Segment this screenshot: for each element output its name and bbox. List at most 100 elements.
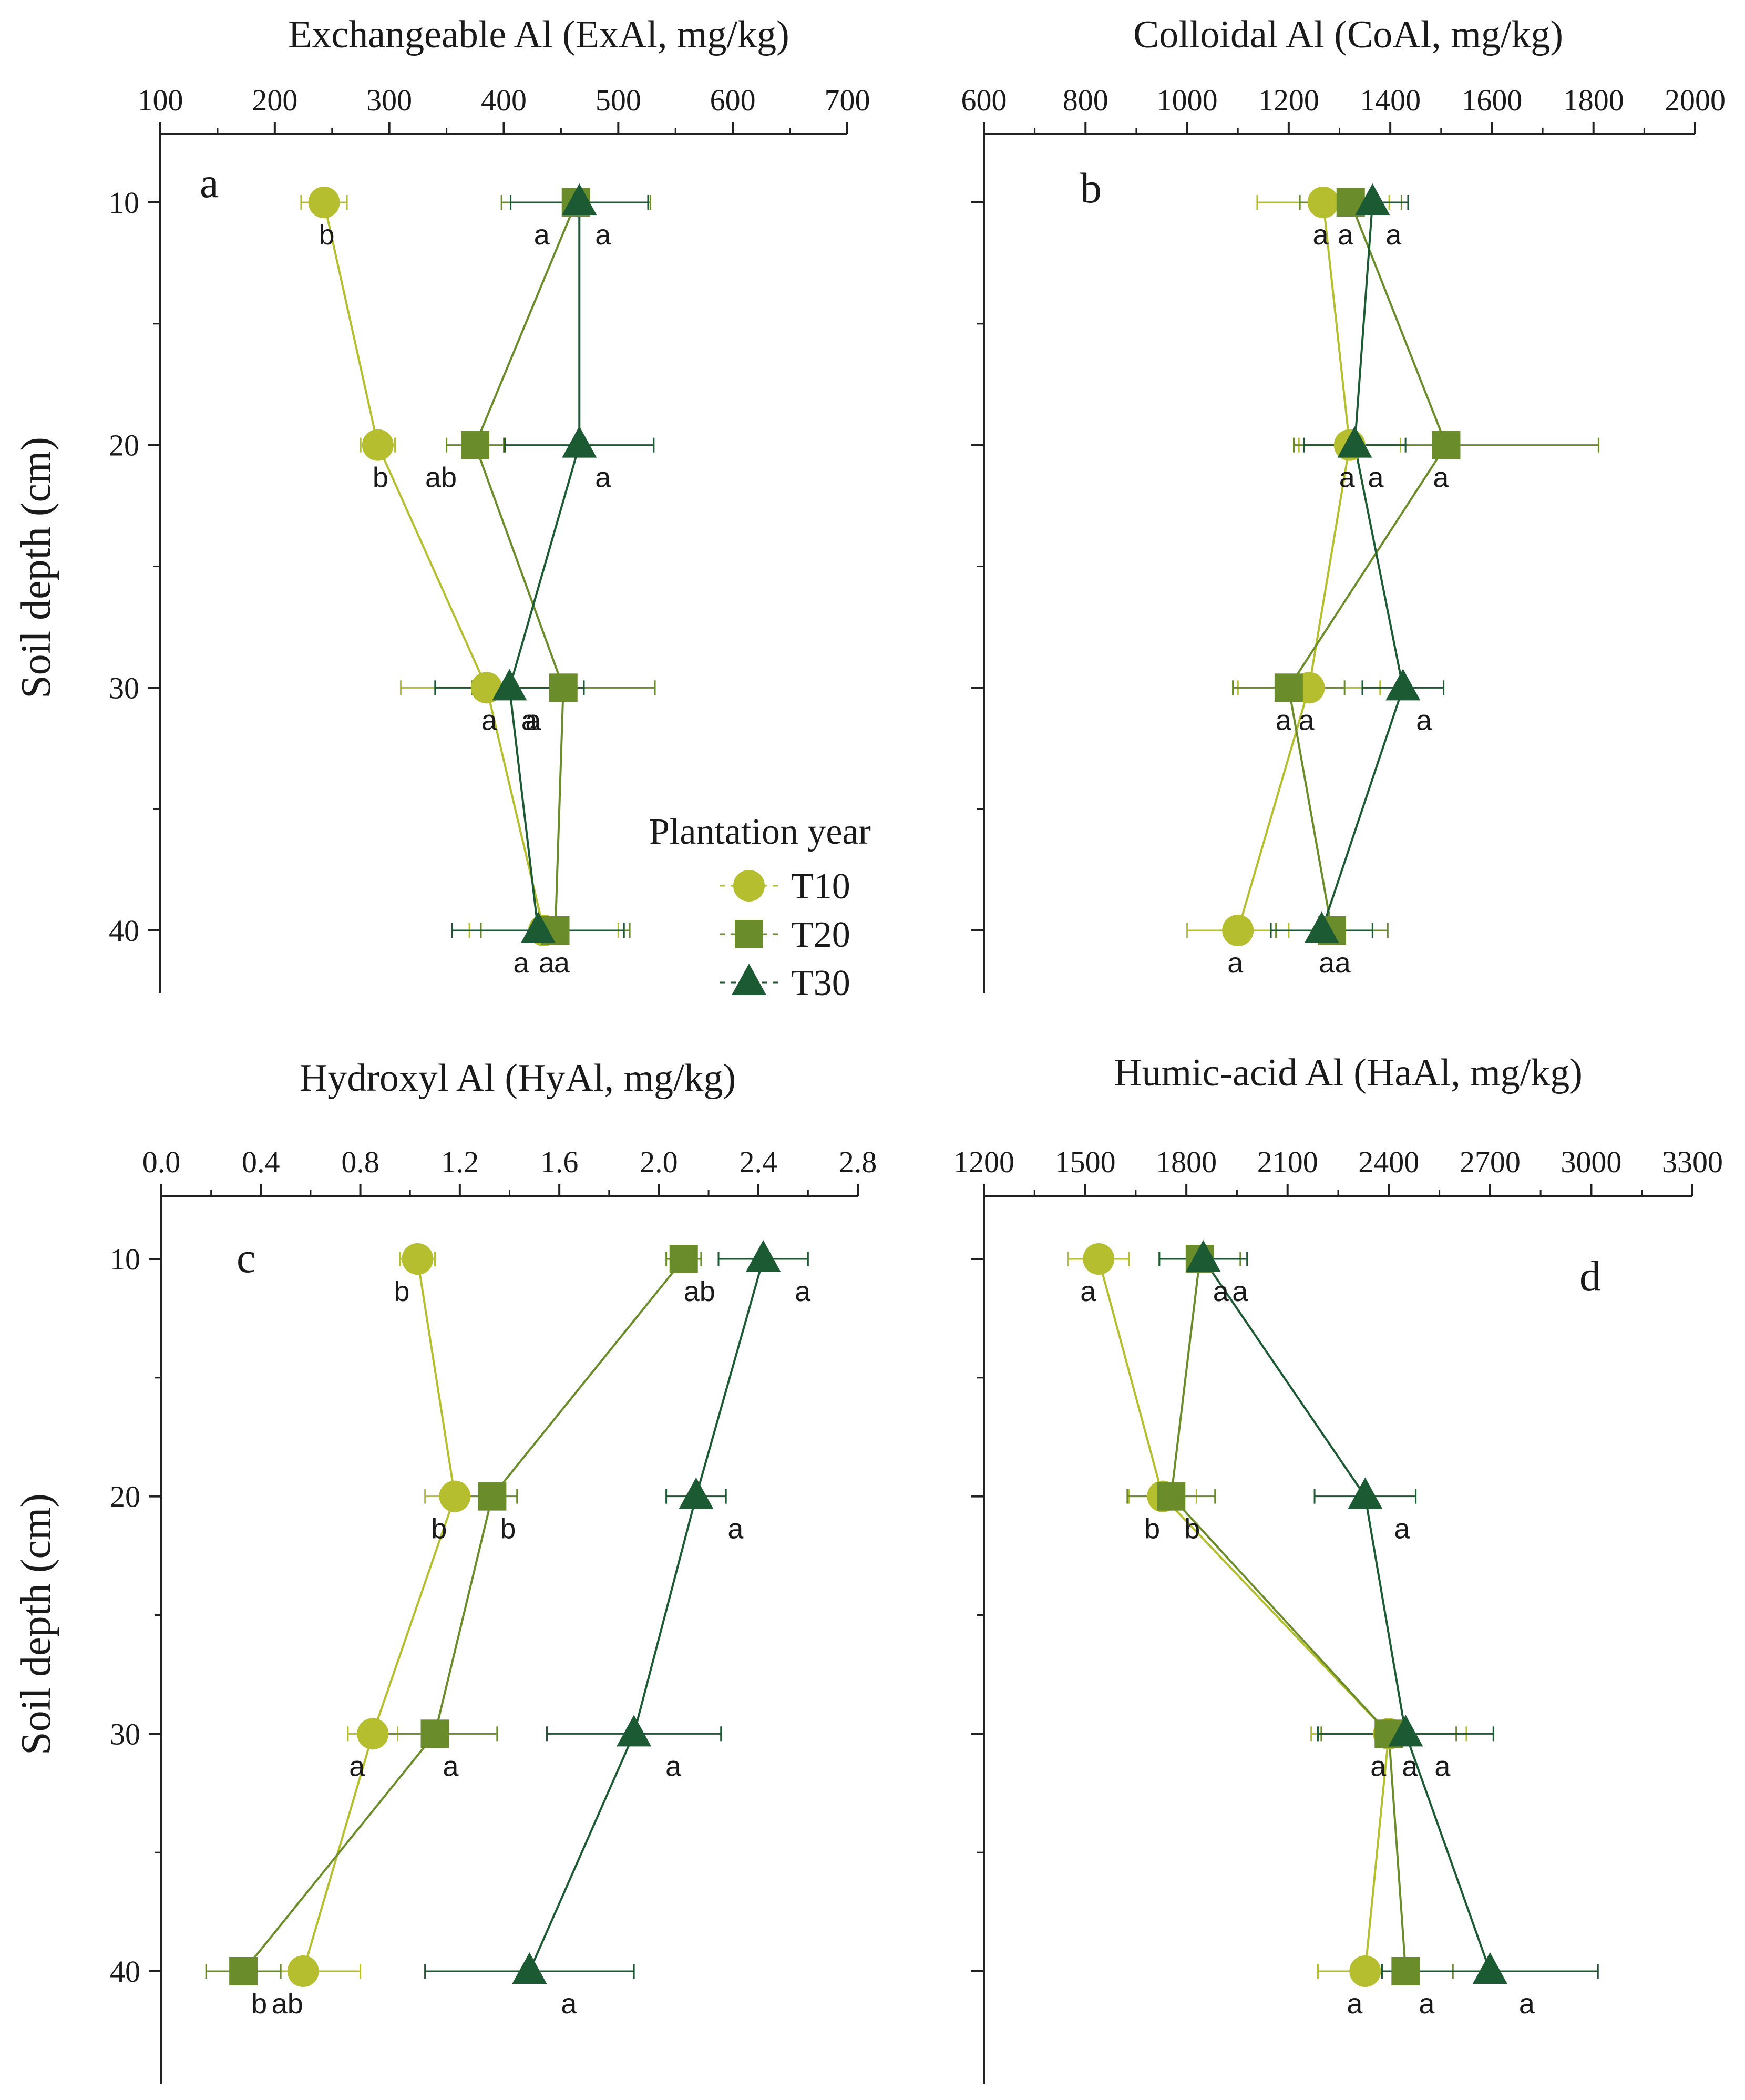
- significance-letter: a: [1298, 704, 1315, 736]
- series-line-t30: [1202, 1258, 1491, 1972]
- panel-b-x-tick-label: 1000: [1157, 83, 1218, 117]
- significance-letter: a: [1368, 462, 1384, 494]
- significance-letter: b: [394, 1276, 409, 1307]
- legend-marker-t20: [735, 920, 763, 948]
- panel-a-x-tick-label: 100: [138, 83, 183, 117]
- panel-d-x-tick-label: 2700: [1460, 1145, 1521, 1179]
- panel-c-x-tick-label: 2.8: [839, 1145, 877, 1179]
- panel-a-y-tick-label: 20: [109, 428, 139, 463]
- significance-letter: b: [319, 219, 334, 251]
- significance-letter: a: [1213, 1276, 1229, 1307]
- legend-marker-t30: [732, 964, 766, 995]
- significance-letter: b: [1184, 1513, 1200, 1545]
- point-t20: [461, 431, 490, 459]
- panel-c-x-tick-label: 0.8: [341, 1145, 379, 1179]
- panel-b: Colloidal Al (CoAl, mg/kg) b 600 800 1000 1…: [961, 13, 1726, 993]
- point-t10: [1349, 1955, 1381, 1987]
- point-t10: [439, 1480, 471, 1512]
- panel-c-x-tick-label: 1.2: [441, 1145, 479, 1179]
- significance-letter: a: [554, 947, 570, 979]
- significance-letter: a: [521, 704, 538, 736]
- point-t30: [520, 911, 556, 943]
- panel-b-x-tick-label: 800: [1063, 83, 1108, 117]
- significance-letter: b: [373, 462, 388, 494]
- panel-b-x-tick-label: 1400: [1360, 83, 1421, 117]
- significance-letter: ab: [684, 1276, 715, 1307]
- point-t30: [512, 1952, 547, 1984]
- point-t20: [1157, 1482, 1186, 1511]
- panel-c-y-tick-label: 20: [110, 1480, 140, 1514]
- panel-a-letter: a: [200, 159, 219, 207]
- panel-b-title: Colloidal Al (CoAl, mg/kg): [1133, 13, 1563, 56]
- panel-d-x-tick-label: 3300: [1662, 1145, 1723, 1179]
- panel-b-x-tick-label: 600: [961, 83, 1007, 117]
- panel-c-y-tick-label: 40: [110, 1954, 140, 1989]
- significance-letter: a: [514, 947, 530, 979]
- panel-d-title: Humic-acid Al (HaAl, mg/kg): [1114, 1051, 1583, 1094]
- point-t30: [746, 1240, 781, 1272]
- panel-a-plot: 100 200 300 400 500 600 70010203040bbaaaabaaaa…: [109, 83, 870, 993]
- significance-letter: a: [349, 1750, 365, 1782]
- significance-letter: a: [795, 1276, 811, 1307]
- series-line-t10: [1097, 1258, 1390, 1972]
- series-line-t10: [1237, 202, 1351, 931]
- significance-letter: a: [1394, 1513, 1410, 1545]
- series-line-t20: [1170, 1258, 1407, 1972]
- point-t30: [1337, 426, 1372, 458]
- point-t30: [492, 669, 527, 701]
- panel-c-y-tick-label: 30: [110, 1717, 140, 1751]
- point-t30: [1388, 1715, 1423, 1747]
- significance-letter: a: [1370, 1750, 1387, 1782]
- panel-b-letter: b: [1080, 164, 1102, 212]
- point-t20: [229, 1957, 258, 1985]
- panel-a-y-tick-label: 10: [109, 186, 139, 220]
- point-t10: [1307, 187, 1339, 218]
- panel-a-x-tick-label: 300: [366, 83, 412, 117]
- series-line-t30: [1320, 202, 1404, 931]
- panel-a-ylabel: Soil depth (cm): [13, 437, 59, 699]
- point-t20: [478, 1482, 507, 1511]
- significance-letter: a: [1402, 1750, 1418, 1782]
- point-t30: [617, 1715, 652, 1747]
- legend-items: T10 T20 T30: [720, 866, 850, 1003]
- point-t10: [362, 429, 394, 461]
- panel-c-letter: c: [237, 1234, 255, 1282]
- point-t10: [402, 1243, 434, 1275]
- panel-d: Humic-acid Al (HaAl, mg/kg) d 1200 1500 18…: [953, 1051, 1723, 2084]
- point-t30: [679, 1477, 714, 1509]
- panel-c-plot: 0.0 0.4 0.8 1.2 1.6 2.0 2.4 2.810203040bbaababb…: [110, 1145, 877, 2084]
- panel-a-y-tick-label: 30: [109, 671, 139, 705]
- significance-letter: ab: [425, 462, 457, 494]
- significance-letter: a: [1227, 947, 1244, 979]
- panel-d-x-tick-label: 2100: [1257, 1145, 1318, 1179]
- legend-marker-t10: [733, 870, 765, 902]
- significance-letter: a: [1338, 219, 1354, 251]
- significance-letter: a: [1433, 462, 1449, 494]
- series-line-t30: [508, 202, 581, 931]
- panel-b-x-tick-label: 1800: [1563, 83, 1624, 117]
- legend-label-t20: T20: [791, 915, 850, 955]
- significance-letter: a: [595, 462, 611, 494]
- panel-a-x-tick-label: 500: [596, 83, 641, 117]
- panel-a-title: Exchangeable Al (ExAl, mg/kg): [288, 13, 789, 56]
- significance-letter: a: [1232, 1276, 1248, 1307]
- series-line-t20: [242, 1258, 685, 1972]
- significance-letter: a: [1339, 462, 1356, 494]
- point-t10: [308, 187, 340, 218]
- point-t10: [357, 1718, 389, 1750]
- panel-a-x-tick-label: 400: [481, 83, 527, 117]
- panel-c-y-tick-label: 10: [110, 1242, 140, 1276]
- point-t20: [549, 673, 578, 702]
- significance-letter: a: [595, 219, 611, 251]
- significance-letter: a: [1519, 1988, 1535, 2020]
- legend-label-t30: T30: [791, 963, 850, 1003]
- significance-letter: b: [500, 1513, 516, 1545]
- significance-letter: a: [1313, 219, 1329, 251]
- panel-c-x-tick-label: 0.0: [142, 1145, 181, 1179]
- significance-letter: a: [539, 947, 555, 979]
- panel-c-title: Hydroxyl Al (HyAl, mg/kg): [300, 1057, 736, 1100]
- point-t20: [669, 1245, 698, 1273]
- point-t30: [1186, 1240, 1221, 1272]
- panel-d-x-tick-label: 1800: [1156, 1145, 1217, 1179]
- legend: Plantation year T10 T20 T30: [649, 812, 871, 1003]
